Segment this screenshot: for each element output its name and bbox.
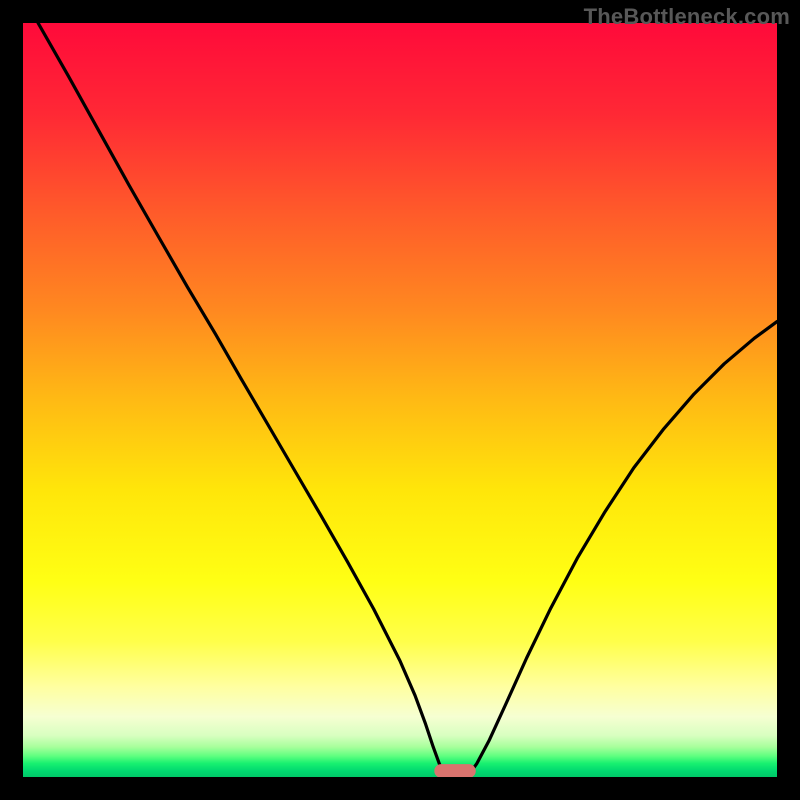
optimal-marker <box>434 764 475 777</box>
chart-svg <box>23 23 777 777</box>
chart-frame: TheBottleneck.com <box>0 0 800 800</box>
watermark-text: TheBottleneck.com <box>584 4 790 30</box>
bottleneck-chart <box>23 23 777 777</box>
